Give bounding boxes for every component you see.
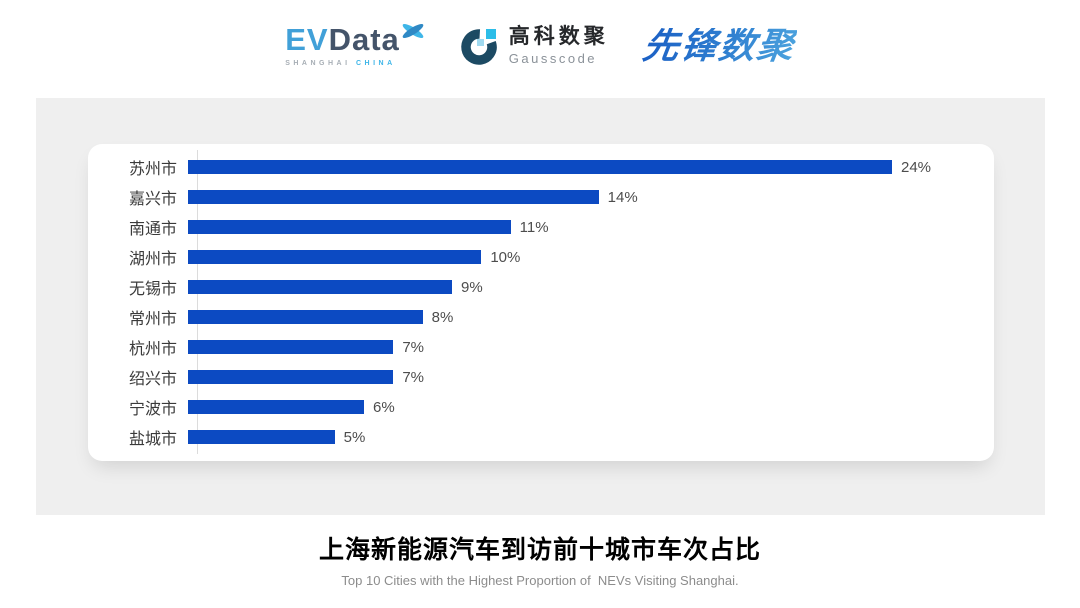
chart-card: 苏州市 24% 嘉兴市 14% 南通市 11% 湖州市 10% 无锡市 9% 常… [88,144,994,461]
evdata-x-icon [402,24,424,38]
chart-title: 上海新能源汽车到访前十城市车次占比 [318,536,761,564]
bar [188,280,452,294]
bar-label: 湖州市 [128,251,177,268]
bar-label: 苏州市 [128,161,177,178]
evdata-tagline-china: CHINA [356,60,396,67]
bar-track: 9% [188,279,994,296]
bar [188,310,423,324]
bar-value: 9% [460,278,483,296]
bar-label: 绍兴市 [128,371,177,388]
gausscode-g-icon [461,28,497,65]
evdata-ev-text: EV [285,22,329,57]
bar-label: 嘉兴市 [128,191,177,208]
bar-track: 7% [188,339,994,356]
bar-chart: 苏州市 24% 嘉兴市 14% 南通市 11% 湖州市 10% 无锡市 9% 常… [88,152,994,452]
chart-row: 宁波市 6% [88,392,994,422]
bar-value: 7% [402,338,425,356]
bar-label: 宁波市 [128,401,177,418]
bar [188,160,892,174]
logo-header: EV Data SHANGHAI CHINA 高科数聚 Gausscode 先锋数… [0,24,1080,67]
evdata-logo: EV Data SHANGHAI CHINA [285,24,426,67]
bar-track: 8% [188,309,994,326]
bar-track: 6% [188,399,994,416]
bar-value: 7% [402,368,425,386]
chart-subtitle: Top 10 Cities with the Highest Proportio… [341,573,739,588]
bar-track: 7% [188,369,994,386]
bar-track: 10% [188,249,994,266]
bar [188,220,511,234]
bar-track: 24% [188,159,994,176]
bar [188,400,364,414]
evdata-tagline-shanghai: SHANGHAI [285,60,351,67]
bar-label: 盐城市 [128,431,177,448]
caption-block: 上海新能源汽车到访前十城市车次占比 Top 10 Cities with the… [0,530,1080,588]
bar-track: 5% [188,429,994,446]
gausscode-en-name: Gausscode [508,50,598,66]
bar-track: 14% [188,189,994,206]
bar [188,250,482,264]
chart-row: 嘉兴市 14% [88,182,994,212]
bar-value: 8% [431,308,454,326]
bar [188,370,394,384]
evdata-data-text: Data [328,22,400,57]
chart-row: 盐城市 5% [88,422,994,452]
bar-label: 杭州市 [128,341,177,358]
bar-value: 14% [607,188,638,206]
bar [188,190,599,204]
bar-value: 6% [373,398,395,416]
bar-value: 24% [901,158,932,176]
chart-row: 绍兴市 7% [88,362,994,392]
chart-panel: 苏州市 24% 嘉兴市 14% 南通市 11% 湖州市 10% 无锡市 9% 常… [36,98,1045,515]
evdata-tagline: SHANGHAI CHINA [285,60,400,67]
chart-rows: 苏州市 24% 嘉兴市 14% 南通市 11% 湖州市 10% 无锡市 9% 常… [88,152,994,452]
chart-row: 苏州市 24% [88,152,994,182]
chart-row: 常州市 8% [88,302,994,332]
evdata-wordmark: EV Data [285,24,400,55]
chart-row: 杭州市 7% [88,332,994,362]
xianfeng-logo: 先锋数聚 [639,24,798,66]
bar [188,340,394,354]
bar-value: 10% [490,248,521,266]
bar-value: 5% [343,428,366,446]
gausscode-text: 高科数聚 Gausscode [509,25,609,65]
chart-row: 无锡市 9% [88,272,994,302]
bar-track: 11% [188,219,994,236]
bar [188,430,335,444]
chart-row: 南通市 11% [88,212,994,242]
bar-value: 11% [519,218,549,236]
y-axis-line [197,150,198,454]
bar-label: 南通市 [128,221,177,238]
bar-label: 无锡市 [128,281,177,298]
bar-label: 常州市 [128,311,177,328]
gausscode-cn-name: 高科数聚 [508,25,609,49]
gausscode-logo: 高科数聚 Gausscode [460,25,609,66]
chart-row: 湖州市 10% [88,242,994,272]
